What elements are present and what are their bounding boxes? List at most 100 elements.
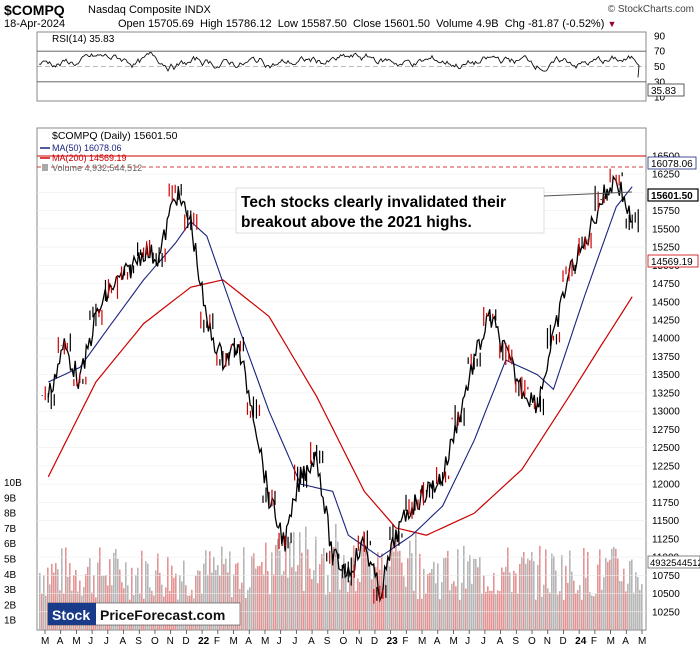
volume-bar bbox=[627, 583, 629, 630]
low-label: Low bbox=[277, 18, 298, 30]
price-tick-label: 14000 bbox=[652, 334, 680, 345]
volume-bar bbox=[441, 582, 443, 630]
volume-bar bbox=[283, 570, 285, 630]
volume-tick-label: 9B bbox=[4, 493, 17, 504]
date-tick-label: M bbox=[41, 636, 49, 647]
volume-bar bbox=[387, 555, 389, 630]
price-tick-label: 14750 bbox=[652, 279, 680, 290]
price-tick-label: 10250 bbox=[652, 607, 680, 618]
volume-bar bbox=[51, 563, 53, 630]
volume-bar bbox=[459, 599, 461, 630]
volume-bar bbox=[411, 553, 413, 630]
volume-bar bbox=[355, 591, 357, 630]
volume-bar bbox=[505, 566, 507, 630]
volume-bar bbox=[609, 559, 611, 630]
volume-bar bbox=[551, 553, 553, 630]
volume-tag-value: 4932544512 bbox=[650, 558, 700, 569]
volume-bar bbox=[399, 550, 401, 630]
price-tick-label: 15250 bbox=[652, 243, 680, 254]
volume-bar bbox=[359, 582, 361, 630]
volume-bar bbox=[93, 575, 95, 630]
volume-bar bbox=[309, 568, 311, 630]
volume-bar bbox=[607, 561, 609, 630]
date-tick-label: D bbox=[182, 636, 189, 647]
volume-tick-label: 1B bbox=[4, 616, 17, 627]
volume-bar bbox=[529, 560, 531, 630]
volume-bar bbox=[533, 561, 535, 630]
volume-bar bbox=[159, 572, 161, 630]
volume-bar bbox=[559, 591, 561, 630]
volume-bar bbox=[331, 556, 333, 630]
date-tick-label: M bbox=[230, 636, 238, 647]
date-tick-label: D bbox=[371, 636, 378, 647]
volume-bar bbox=[313, 570, 315, 630]
volume-bar bbox=[401, 562, 403, 630]
volume-bar bbox=[307, 549, 309, 630]
volume-bar bbox=[233, 574, 235, 630]
date-tick-label: N bbox=[355, 636, 362, 647]
volume-bar bbox=[237, 562, 239, 630]
volume-bar bbox=[639, 589, 641, 630]
date-tick-label: 24 bbox=[575, 636, 587, 647]
price-tick-label: 12250 bbox=[652, 461, 680, 472]
volume-bar bbox=[367, 549, 369, 630]
ma200-series bbox=[47, 279, 633, 536]
volume-bar bbox=[125, 562, 127, 630]
price-tick-label: 11500 bbox=[652, 516, 680, 527]
volume-bar bbox=[637, 576, 639, 630]
volume-bar bbox=[525, 563, 527, 630]
open-label: Open bbox=[118, 18, 145, 30]
volume-bar bbox=[297, 565, 299, 630]
volume-bar bbox=[289, 542, 291, 630]
date-tick-label: 23 bbox=[387, 636, 399, 647]
volume-bar bbox=[291, 567, 293, 630]
volume-bar bbox=[253, 553, 255, 630]
annotation-line1: Tech stocks clearly invalidated their bbox=[241, 194, 506, 211]
brand-label: © StockCharts.com bbox=[607, 4, 694, 15]
volume-bar bbox=[265, 542, 267, 630]
volume-bar bbox=[209, 551, 211, 630]
volume-bar bbox=[633, 592, 635, 630]
volume-bar bbox=[507, 547, 509, 630]
volume-bar bbox=[545, 549, 547, 630]
volume-bar bbox=[443, 558, 445, 630]
volume-bar bbox=[287, 577, 289, 630]
volume-bar bbox=[523, 552, 525, 630]
volume-bar bbox=[457, 549, 459, 630]
volume-bar bbox=[585, 577, 587, 630]
date-tick-label: F bbox=[214, 636, 220, 647]
legend-ma50: MA(50) 16078.06 bbox=[52, 143, 122, 153]
volume-bar bbox=[603, 577, 605, 630]
volume-bar bbox=[449, 590, 451, 630]
volume-bar bbox=[285, 538, 287, 630]
volume-bar bbox=[203, 563, 205, 630]
volume-bar bbox=[223, 564, 225, 630]
volume-bar bbox=[581, 599, 583, 630]
volume-bar bbox=[229, 551, 231, 630]
volume-bar bbox=[199, 570, 201, 630]
date-tick-label: 22 bbox=[198, 636, 210, 647]
volume-bar bbox=[447, 550, 449, 630]
date-tick-label: M bbox=[638, 636, 646, 647]
volume-bar bbox=[471, 583, 473, 630]
volume-bar bbox=[437, 563, 439, 630]
volume-tick-label: 10B bbox=[4, 478, 22, 489]
volume-bar bbox=[251, 555, 253, 630]
date-axis: M A M J J A S O N D 22 F M A M J J A S O N D 23 F M A M J J A S O N D 24 F M… bbox=[41, 630, 646, 647]
legend-volume: Volume 4,932,544,512 bbox=[52, 163, 142, 173]
volume-bar bbox=[527, 558, 529, 630]
volume-bar bbox=[613, 546, 615, 630]
volume-bar bbox=[273, 574, 275, 630]
date-tick-label: O bbox=[528, 636, 536, 647]
volume-bar bbox=[335, 523, 337, 630]
volume-bar bbox=[485, 591, 487, 630]
date-tick-label: S bbox=[135, 636, 142, 647]
date-tick-label: J bbox=[88, 636, 93, 647]
volume-bar bbox=[215, 570, 217, 630]
volume-bar bbox=[513, 570, 515, 630]
volume-bar bbox=[361, 541, 363, 630]
price-tick-label: 16250 bbox=[652, 170, 680, 181]
price-tick-label: 12000 bbox=[652, 480, 680, 491]
volume-bar bbox=[175, 573, 177, 630]
volume-bar bbox=[73, 575, 75, 630]
